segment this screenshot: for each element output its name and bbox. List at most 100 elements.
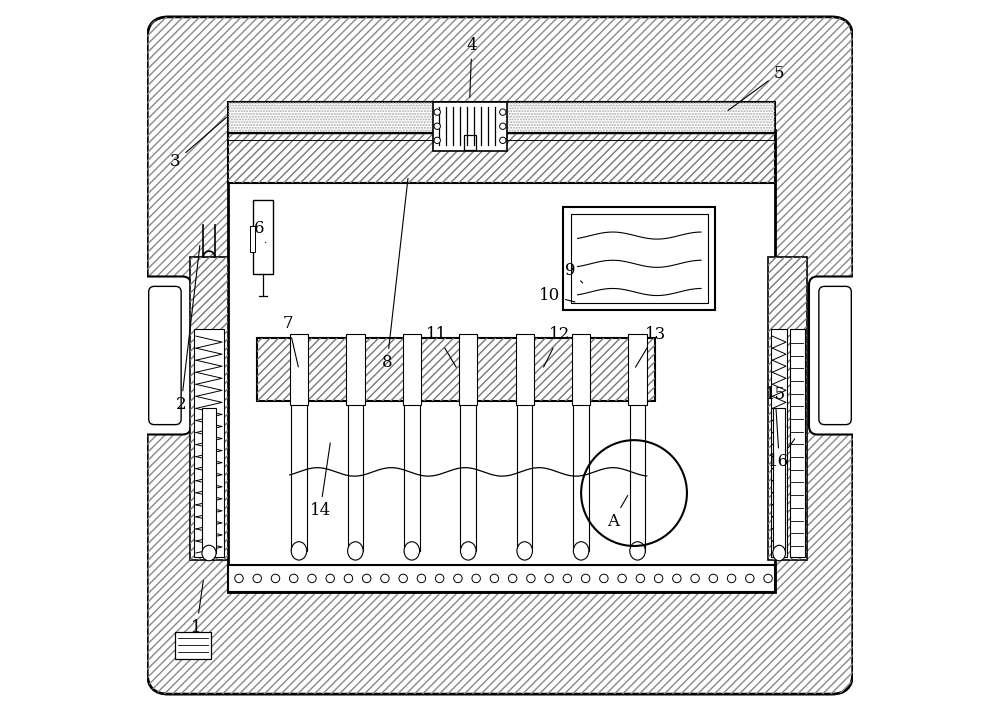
Circle shape (746, 574, 754, 582)
Bar (771, 329, 787, 557)
Bar (228, 102, 775, 133)
Bar (773, 408, 785, 553)
Text: 12: 12 (544, 326, 571, 367)
Circle shape (691, 574, 699, 582)
Circle shape (490, 574, 499, 582)
Circle shape (362, 574, 371, 582)
Text: 2: 2 (176, 245, 200, 413)
Text: 5: 5 (728, 65, 784, 110)
FancyBboxPatch shape (139, 277, 191, 434)
Bar (459, 334, 477, 405)
Circle shape (545, 574, 553, 582)
Bar (250, 226, 255, 252)
Circle shape (636, 574, 645, 582)
Text: 7: 7 (283, 315, 298, 367)
Bar (348, 401, 363, 551)
Circle shape (399, 574, 407, 582)
Bar (257, 338, 655, 401)
Bar (190, 257, 228, 560)
Text: 10: 10 (539, 287, 575, 304)
Bar (433, 102, 507, 151)
Ellipse shape (460, 542, 476, 560)
Ellipse shape (348, 542, 363, 560)
Circle shape (344, 574, 353, 582)
Text: 14: 14 (309, 443, 331, 519)
Bar (517, 401, 532, 551)
Ellipse shape (291, 542, 307, 560)
Circle shape (326, 574, 334, 582)
Circle shape (308, 574, 316, 582)
Circle shape (527, 574, 535, 582)
Circle shape (581, 574, 590, 582)
Circle shape (508, 574, 517, 582)
Text: 6: 6 (253, 220, 266, 242)
Text: 9: 9 (565, 262, 583, 283)
Bar (346, 334, 365, 405)
Circle shape (618, 574, 626, 582)
Circle shape (235, 574, 243, 582)
Circle shape (727, 574, 736, 582)
Bar (572, 334, 590, 405)
Ellipse shape (573, 542, 589, 560)
Circle shape (381, 574, 389, 582)
Bar (573, 401, 589, 551)
Circle shape (271, 574, 280, 582)
Bar (563, 208, 715, 310)
Bar (291, 401, 307, 551)
Bar (253, 201, 273, 274)
Text: 15: 15 (765, 386, 786, 448)
Circle shape (600, 574, 608, 582)
Bar (768, 257, 807, 560)
Circle shape (764, 574, 772, 582)
Text: 3: 3 (170, 117, 226, 170)
Circle shape (654, 574, 663, 582)
Bar (403, 334, 421, 405)
Bar (290, 334, 308, 405)
Ellipse shape (773, 545, 785, 561)
Bar (460, 401, 476, 551)
Ellipse shape (517, 542, 532, 560)
Circle shape (253, 574, 261, 582)
Bar (202, 408, 216, 553)
Ellipse shape (404, 542, 420, 560)
Circle shape (673, 574, 681, 582)
Circle shape (500, 123, 506, 129)
Bar (194, 329, 224, 557)
Text: A: A (607, 496, 628, 530)
Bar (404, 401, 420, 551)
Bar (228, 133, 775, 183)
Circle shape (500, 109, 506, 115)
Bar (464, 134, 476, 149)
FancyBboxPatch shape (809, 277, 861, 434)
Bar (571, 215, 708, 303)
Ellipse shape (202, 545, 216, 561)
Text: 8: 8 (382, 178, 408, 371)
Circle shape (434, 137, 440, 144)
Bar (228, 102, 775, 133)
Circle shape (434, 109, 440, 115)
Circle shape (454, 574, 462, 582)
Circle shape (435, 574, 444, 582)
Bar (228, 130, 775, 592)
Bar (516, 334, 534, 405)
Ellipse shape (630, 542, 645, 560)
Circle shape (434, 123, 440, 129)
Circle shape (500, 137, 506, 144)
Circle shape (563, 574, 572, 582)
Bar (768, 257, 807, 560)
FancyBboxPatch shape (149, 287, 181, 424)
Bar (228, 133, 775, 183)
Bar (190, 257, 228, 560)
FancyBboxPatch shape (819, 287, 851, 424)
Text: 11: 11 (426, 326, 456, 367)
Circle shape (709, 574, 718, 582)
Circle shape (417, 574, 426, 582)
Bar (628, 334, 647, 405)
Bar (257, 338, 655, 401)
Bar (228, 565, 775, 592)
FancyBboxPatch shape (147, 17, 853, 694)
Bar (790, 329, 805, 557)
Circle shape (289, 574, 298, 582)
Circle shape (472, 574, 480, 582)
Bar (630, 401, 645, 551)
